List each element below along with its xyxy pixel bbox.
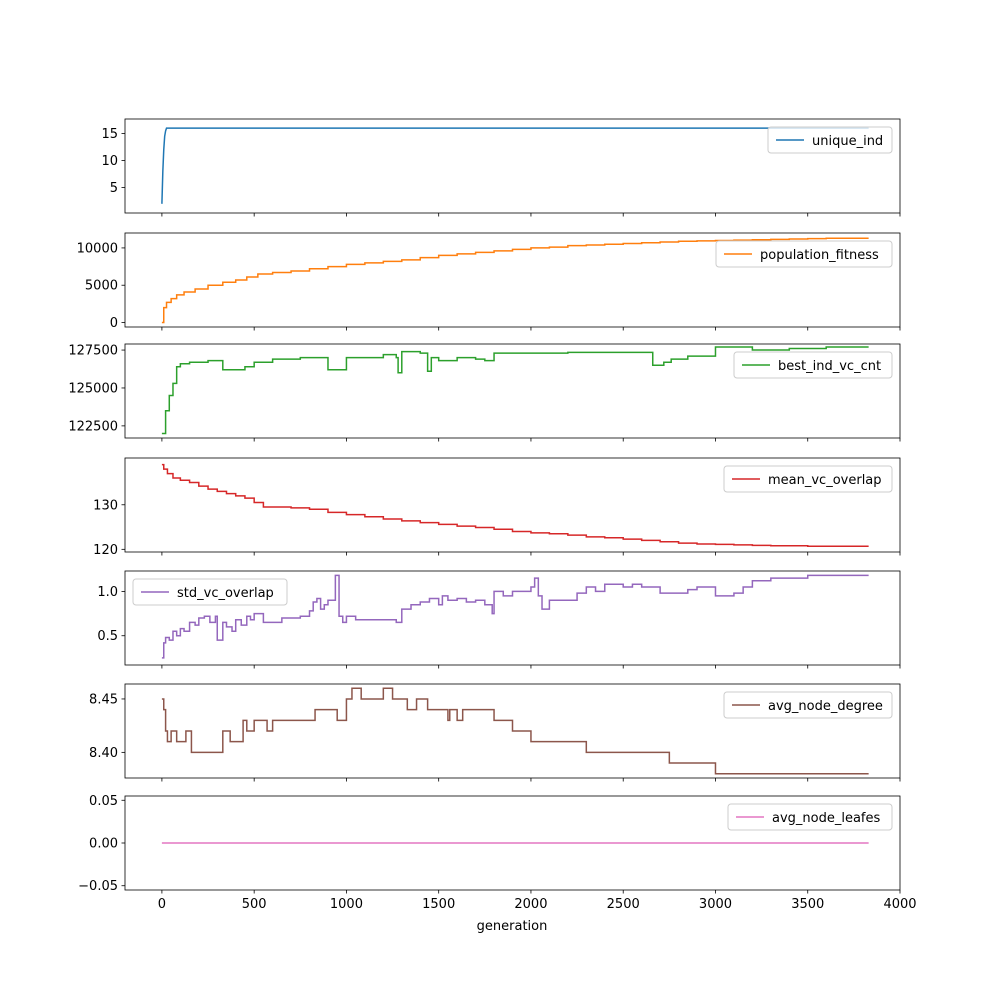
- y-tick-label: 125000: [68, 381, 118, 396]
- subplot-population_fitness: 0 5000 10000 population_fitness: [77, 232, 901, 331]
- y-tick-label: 120: [93, 543, 118, 558]
- x-tick-label: 500: [242, 897, 267, 912]
- series-line-best_ind_vc_cnt: [161, 346, 869, 435]
- series-line-avg_node_degree: [161, 687, 869, 775]
- y-tick-label: 8.40: [89, 746, 118, 761]
- axes-frame-std_vc_overlap: [124, 570, 901, 666]
- x-tick-label: 2000: [514, 897, 547, 912]
- x-axis-label: generation: [477, 919, 548, 934]
- x-tick-label: 4000: [883, 897, 916, 912]
- x-tick-label: 1500: [422, 897, 455, 912]
- subplots: 5 10 15 unique_ind 0 5000 10000 population_fitn…: [68, 118, 901, 894]
- y-tick-label: 0.5: [97, 629, 118, 644]
- x-axis: 0 500 1000 1500 2000 2500 3000 3500 4000: [158, 897, 917, 912]
- subplot-std_vc_overlap: 0.5 1.0 std_vc_overlap: [97, 570, 901, 669]
- subplot-avg_node_degree: 8.40 8.45 avg_node_degree: [89, 683, 901, 782]
- legend-label: std_vc_overlap: [177, 586, 274, 601]
- legend-label: avg_node_leafes: [772, 811, 881, 826]
- y-tick-label: 1.0: [97, 585, 118, 600]
- legend-box: [767, 126, 893, 154]
- y-tick-label: 10: [101, 154, 118, 169]
- legend-label: population_fitness: [760, 248, 879, 263]
- series-line-unique_ind: [161, 127, 869, 204]
- y-tick-label: 122500: [68, 419, 118, 434]
- legend-label: avg_node_degree: [768, 699, 883, 714]
- legend-unique_ind: unique_ind: [767, 126, 893, 154]
- legend-box: [132, 578, 288, 606]
- x-tick-label: 2500: [607, 897, 640, 912]
- series-line-population_fitness: [161, 237, 869, 324]
- legend-best_ind_vc_cnt: best_ind_vc_cnt: [733, 351, 893, 379]
- legend-avg_node_leafes: avg_node_leafes: [727, 803, 893, 831]
- axes-frame-best_ind_vc_cnt: [124, 343, 901, 439]
- legend-box: [715, 240, 893, 268]
- subplot-mean_vc_overlap: 120 130 mean_vc_overlap: [93, 457, 901, 558]
- y-tick-label: 127500: [68, 344, 118, 359]
- legend-std_vc_overlap: std_vc_overlap: [132, 578, 288, 606]
- y-tick-label: 10000: [77, 241, 118, 256]
- axes-frame-unique_ind: [124, 118, 901, 214]
- y-tick-label: 15: [101, 127, 118, 142]
- legend-population_fitness: population_fitness: [715, 240, 893, 268]
- legend-label: mean_vc_overlap: [768, 473, 882, 488]
- y-tick-label: 130: [93, 498, 118, 513]
- legend-box: [727, 803, 893, 831]
- x-tick-label: 1000: [330, 897, 363, 912]
- subplot-best_ind_vc_cnt: 122500 125000 127500 best_ind_vc_cnt: [68, 343, 901, 442]
- x-tick-label: 3000: [699, 897, 732, 912]
- y-tick-label: 0: [110, 316, 118, 331]
- series-line-std_vc_overlap: [161, 574, 869, 659]
- legend-mean_vc_overlap: mean_vc_overlap: [723, 465, 893, 493]
- y-tick-label: 0.00: [89, 837, 118, 852]
- legend-avg_node_degree: avg_node_degree: [723, 691, 893, 719]
- y-tick-label: 5000: [85, 279, 118, 294]
- subplot-unique_ind: 5 10 15 unique_ind: [101, 118, 901, 217]
- legend-label: best_ind_vc_cnt: [778, 359, 881, 374]
- y-tick-label: 8.45: [89, 692, 118, 707]
- axes-frame-avg_node_degree: [124, 683, 901, 779]
- legend-box: [723, 691, 893, 719]
- series-line-mean_vc_overlap: [161, 463, 869, 547]
- legend-box: [723, 465, 893, 493]
- legend-label: unique_ind: [812, 134, 883, 149]
- subplot-avg_node_leafes: −0.05 0.00 0.05 avg_node_leafes: [78, 794, 901, 894]
- y-tick-label: 5: [110, 181, 118, 196]
- y-tick-label: 0.05: [89, 794, 118, 809]
- y-tick-label: −0.05: [78, 879, 118, 894]
- x-tick-label: 0: [158, 897, 166, 912]
- legend-box: [733, 351, 893, 379]
- axes-frame-population_fitness: [124, 232, 901, 328]
- x-tick-label: 3500: [791, 897, 824, 912]
